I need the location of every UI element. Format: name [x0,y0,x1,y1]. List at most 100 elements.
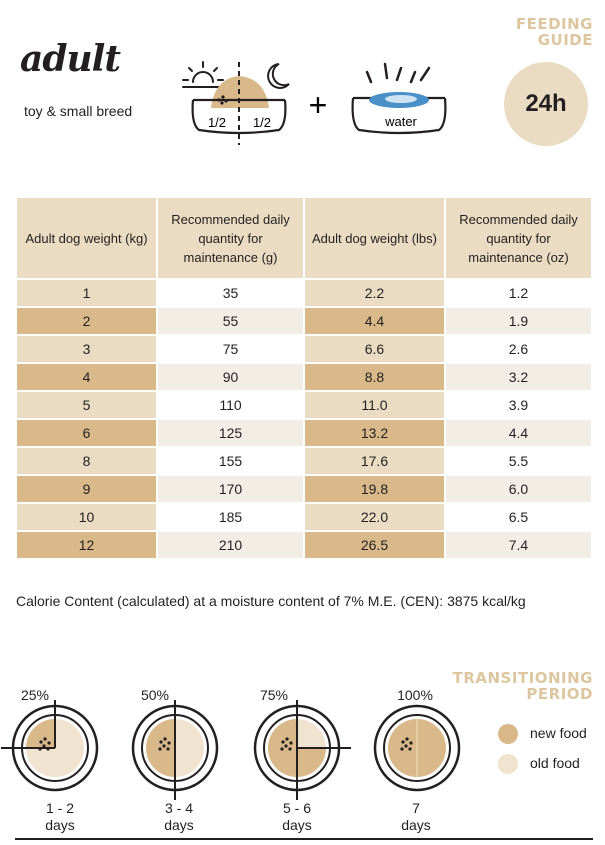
weight-kg-cell: 4 [17,364,156,390]
kibble-dot [163,737,167,741]
quantity-oz-cell: 1.2 [445,280,591,306]
weight-lbs-cell: 8.8 [304,364,444,390]
step-1-days-unit: days [45,817,75,833]
kibble-dot [158,747,162,751]
step-4-days-range: 7 [412,800,420,816]
quantity-oz-cell: 3.9 [445,392,591,418]
quantity-g-cell: 90 [158,364,303,390]
transitioning-period-title: TRANSITIONING PERIOD [452,669,593,703]
step-2-days-range: 3 - 4 [164,800,193,816]
header-weight-lbs: Adult dog weight (lbs) [304,198,444,278]
quantity-g-cell: 35 [158,280,303,306]
step-3-days-range: 5 - 6 [282,800,311,816]
weight-kg-cell: 9 [17,476,156,502]
table-row: 1 35 2.2 1.2 [17,280,591,306]
quantity-oz-cell: 2.6 [445,336,591,362]
kibble-dot [288,747,292,751]
kibble-dot [167,741,171,745]
kibble-dot [162,744,166,748]
feeding-icons: 1/2 1/2 + water [182,61,447,145]
calorie-content-note: Calorie Content (calculated) at a moistu… [16,593,526,609]
weight-kg-cell: 5 [17,392,156,418]
step-2-days: 3 - 4 days [139,800,219,834]
table-row: 8 155 17.6 5.5 [17,448,591,474]
table-header-row: Adult dog weight (kg) Recommended daily … [17,198,591,278]
step-1-days-range: 1 - 2 [45,800,74,816]
weight-kg-cell: 8 [17,448,156,474]
kibble-dot [404,744,408,748]
life-stage-title: adult [20,38,121,80]
weight-kg-cell: 3 [17,336,156,362]
meal-split-right: 1/2 [253,115,271,130]
quantity-g-cell: 75 [158,336,303,362]
weight-kg-cell: 6 [17,420,156,446]
kibble-dot [289,741,293,745]
clock-badge: 24h [504,62,588,146]
water-label: water [384,114,417,129]
quantity-oz-cell: 6.5 [445,504,591,530]
weight-kg-cell: 10 [17,504,156,530]
water-bowl-icon [351,62,447,135]
kibble-dot [159,740,163,744]
kibble-dot [42,744,46,748]
kibble-dot [39,740,43,744]
kibble-dot [46,747,50,751]
table-row: 9 170 19.8 6.0 [17,476,591,502]
kibble-dot [43,737,47,741]
table-row: 2 55 4.4 1.9 [17,308,591,334]
quantity-g-cell: 170 [158,476,303,502]
kibble-dot [401,740,405,744]
step-3-days: 5 - 6 days [257,800,337,834]
table-row: 10 185 22.0 6.5 [17,504,591,530]
weight-lbs-cell: 2.2 [304,280,444,306]
quantity-oz-cell: 5.5 [445,448,591,474]
header-quantity-oz: Recommended daily quantity for maintenan… [445,198,591,278]
transition-bowls [1,700,461,800]
old-food-swatch [498,754,518,774]
quantity-g-cell: 55 [158,308,303,334]
quantity-g-cell: 210 [158,532,303,558]
kibble-dot [166,747,170,751]
weight-lbs-cell: 19.8 [304,476,444,502]
old-food-label: old food [530,755,580,771]
breed-label: toy & small breed [24,103,133,119]
table-row: 3 75 6.6 2.6 [17,336,591,362]
quantity-g-cell: 155 [158,448,303,474]
kibble-dot [405,737,409,741]
step-1-days: 1 - 2 days [20,800,100,834]
header-quantity-g: Recommended daily quantity for maintenan… [158,198,303,278]
quantity-g-cell: 185 [158,504,303,530]
weight-lbs-cell: 4.4 [304,308,444,334]
kibble-dot [38,747,42,751]
weight-lbs-cell: 22.0 [304,504,444,530]
kibble-dot [284,744,288,748]
step-4-days: 7 days [376,800,456,834]
plus-sign: + [309,87,328,123]
weight-lbs-cell: 26.5 [304,532,444,558]
weight-lbs-cell: 6.6 [304,336,444,362]
step-2-percent: 50% [140,687,170,703]
kibble-dot [408,747,412,751]
step-3-days-unit: days [282,817,312,833]
header-weight-kg: Adult dog weight (kg) [17,198,156,278]
kibble-dot [47,741,51,745]
quantity-oz-cell: 7.4 [445,532,591,558]
feeding-table: Adult dog weight (kg) Recommended daily … [15,196,593,560]
table-row: 5 110 11.0 3.9 [17,392,591,418]
quantity-g-cell: 125 [158,420,303,446]
moon-icon [267,63,290,89]
step-4-days-unit: days [401,817,431,833]
table-row: 4 90 8.8 3.2 [17,364,591,390]
quantity-oz-cell: 3.2 [445,364,591,390]
weight-kg-cell: 12 [17,532,156,558]
weight-lbs-cell: 17.6 [304,448,444,474]
bottom-rule [15,838,593,840]
step-1-percent: 25% [20,687,50,703]
kibble-dot [281,740,285,744]
meal-split-left: 1/2 [208,115,226,130]
step-2-days-unit: days [164,817,194,833]
new-food-portion [26,719,55,748]
new-food-label: new food [530,725,587,741]
weight-lbs-cell: 11.0 [304,392,444,418]
kibble-dot [409,741,413,745]
